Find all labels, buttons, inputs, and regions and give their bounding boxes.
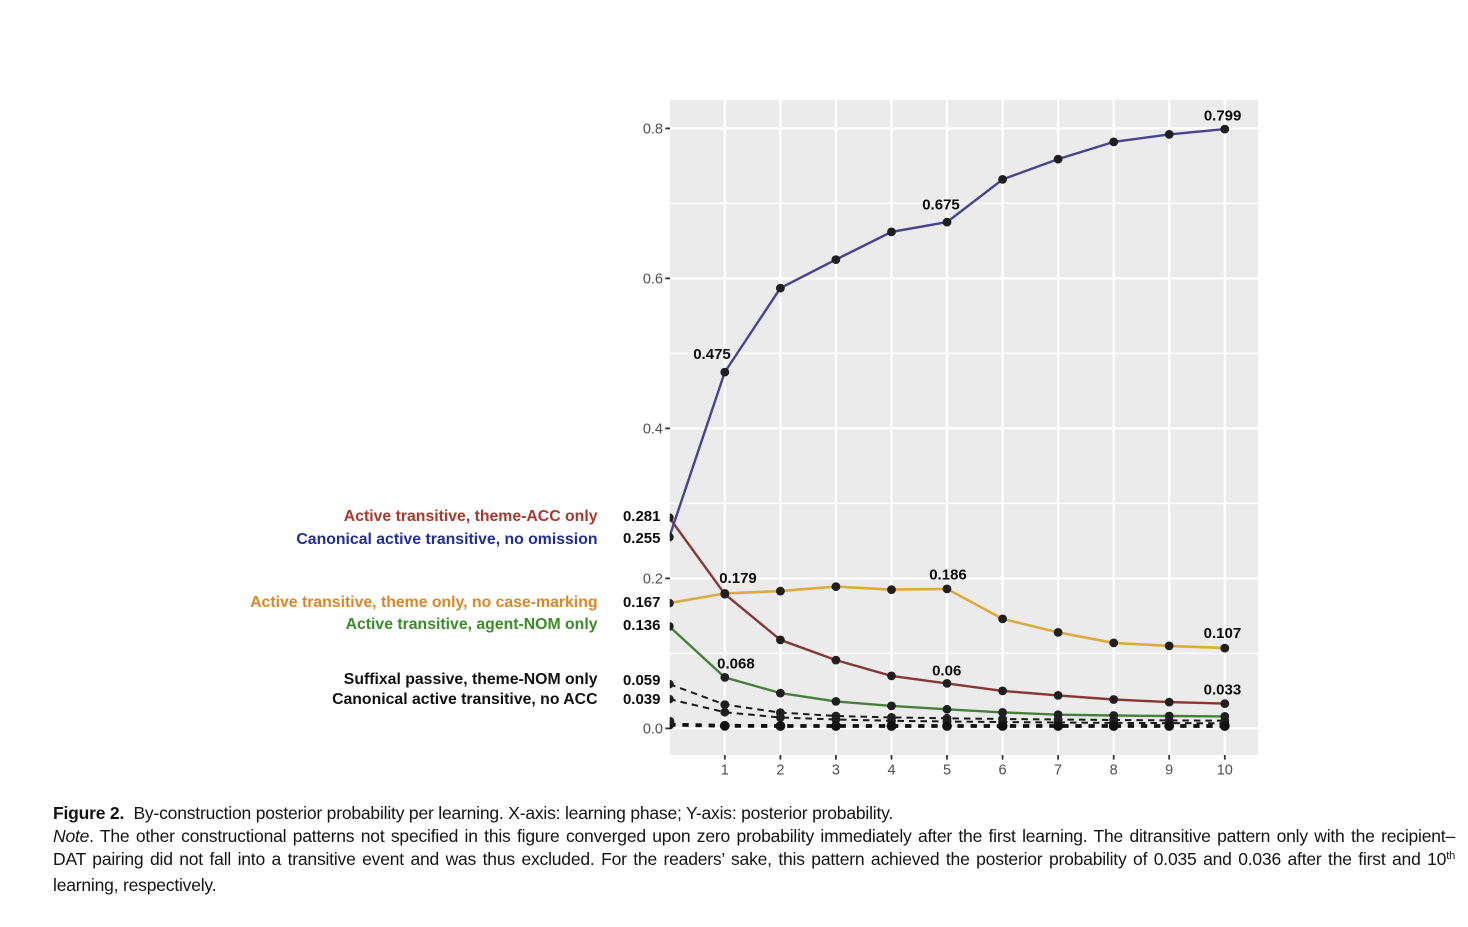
svg-text:0.179: 0.179 bbox=[719, 570, 757, 587]
svg-text:0.0: 0.0 bbox=[643, 722, 663, 738]
svg-text:0.2: 0.2 bbox=[643, 572, 663, 588]
svg-text:0.799: 0.799 bbox=[1204, 108, 1242, 125]
svg-text:0.475: 0.475 bbox=[693, 346, 731, 363]
svg-text:2: 2 bbox=[776, 763, 784, 779]
svg-text:0.675: 0.675 bbox=[922, 196, 960, 213]
svg-text:6: 6 bbox=[999, 763, 1007, 779]
svg-text:0.068: 0.068 bbox=[717, 656, 755, 673]
svg-text:8: 8 bbox=[1110, 763, 1118, 779]
svg-text:0.6: 0.6 bbox=[643, 272, 663, 288]
svg-text:4: 4 bbox=[887, 763, 895, 779]
svg-text:0.4: 0.4 bbox=[643, 422, 663, 438]
svg-text:10: 10 bbox=[1217, 763, 1233, 779]
svg-text:9: 9 bbox=[1165, 763, 1173, 779]
svg-text:0.186: 0.186 bbox=[929, 567, 967, 584]
svg-text:5: 5 bbox=[943, 763, 951, 779]
svg-text:7: 7 bbox=[1054, 763, 1062, 779]
svg-text:0.107: 0.107 bbox=[1204, 625, 1242, 642]
svg-text:3: 3 bbox=[832, 763, 840, 779]
svg-text:0.033: 0.033 bbox=[1204, 682, 1242, 699]
svg-text:0.8: 0.8 bbox=[643, 122, 663, 138]
svg-text:1: 1 bbox=[721, 763, 729, 779]
svg-text:0.06: 0.06 bbox=[932, 663, 961, 680]
